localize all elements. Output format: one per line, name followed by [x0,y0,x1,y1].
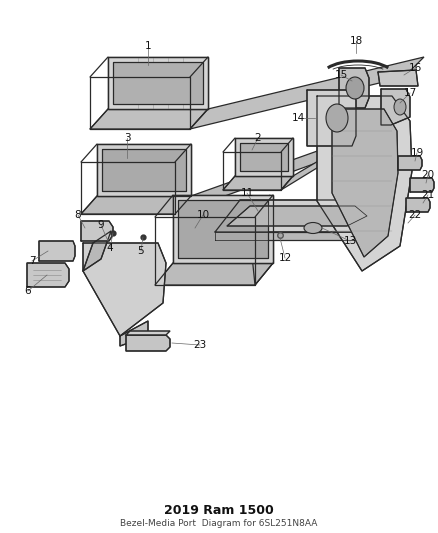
Polygon shape [83,243,166,336]
Polygon shape [173,195,273,263]
Text: 23: 23 [193,340,207,350]
Polygon shape [39,241,75,261]
Polygon shape [113,62,203,104]
Text: 4: 4 [107,243,113,253]
Text: 8: 8 [75,210,81,220]
Text: 5: 5 [138,246,144,256]
Text: 13: 13 [343,236,357,246]
Text: 15: 15 [334,70,348,80]
Text: Bezel-Media Port  Diagram for 6SL251N8AA: Bezel-Media Port Diagram for 6SL251N8AA [120,519,318,528]
Polygon shape [126,335,170,351]
Polygon shape [235,138,293,176]
Text: 21: 21 [421,190,434,200]
Text: 9: 9 [98,220,104,230]
Text: 16: 16 [408,63,422,73]
Text: 10: 10 [196,210,209,220]
Text: 14: 14 [291,113,304,123]
Polygon shape [227,206,367,226]
Polygon shape [81,196,191,214]
Polygon shape [83,231,111,271]
Text: 17: 17 [403,88,417,98]
Polygon shape [410,178,434,192]
Text: 1: 1 [145,41,151,51]
Polygon shape [97,144,191,196]
Text: 6: 6 [25,286,31,296]
Polygon shape [248,195,273,285]
Text: 3: 3 [124,133,131,143]
Text: 7: 7 [28,256,35,266]
Text: 2: 2 [254,133,261,143]
Polygon shape [97,144,191,196]
Polygon shape [126,331,170,335]
Polygon shape [223,176,293,190]
Polygon shape [90,109,208,129]
Polygon shape [317,96,412,271]
Polygon shape [120,321,148,346]
Polygon shape [378,70,418,86]
Polygon shape [281,138,357,190]
Polygon shape [406,198,430,212]
Polygon shape [215,232,355,240]
Polygon shape [215,200,380,232]
Text: 12: 12 [279,253,292,263]
Polygon shape [339,68,369,108]
Polygon shape [398,156,422,170]
Polygon shape [175,144,337,214]
Ellipse shape [326,104,348,132]
Polygon shape [240,143,288,171]
Ellipse shape [304,222,322,233]
Polygon shape [178,200,268,258]
Text: 11: 11 [240,188,254,198]
Ellipse shape [346,77,364,99]
Text: 19: 19 [410,148,424,158]
Text: 20: 20 [421,170,434,180]
Polygon shape [332,109,398,257]
Polygon shape [102,149,186,191]
Text: 22: 22 [408,210,422,220]
Polygon shape [27,263,69,287]
Polygon shape [108,57,208,109]
Polygon shape [81,221,113,241]
Text: 2019 Ram 1500: 2019 Ram 1500 [164,505,274,518]
Polygon shape [155,263,273,285]
Polygon shape [108,57,208,109]
Text: 18: 18 [350,36,363,46]
Polygon shape [190,57,424,129]
Ellipse shape [394,99,406,115]
Polygon shape [235,138,293,176]
Polygon shape [173,195,273,263]
Polygon shape [307,90,356,146]
Polygon shape [381,89,410,125]
